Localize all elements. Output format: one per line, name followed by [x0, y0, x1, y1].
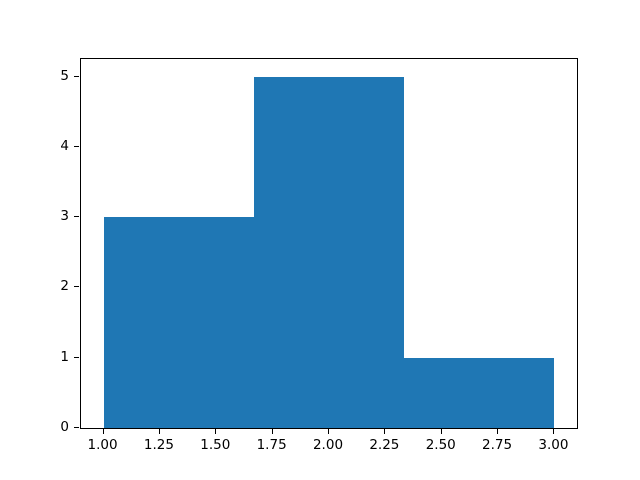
x-axis-tick-label: 2.25 — [369, 437, 400, 453]
x-axis-tick-label: 3.00 — [538, 437, 569, 453]
x-axis-tick-label: 2.00 — [312, 437, 344, 453]
histogram-bar — [253, 76, 405, 428]
x-axis-tick-label: 2.75 — [482, 437, 513, 453]
y-axis-tick — [74, 75, 79, 77]
x-axis-tick — [328, 429, 329, 434]
x-axis-tick-label: 1.00 — [87, 437, 118, 453]
x-axis-tick — [215, 429, 217, 434]
y-axis-tick-label: 5 — [60, 67, 69, 84]
x-axis-tick-label: 1.25 — [143, 437, 174, 453]
x-axis-tick — [384, 429, 386, 434]
y-axis-tick — [74, 427, 79, 428]
x-axis-tick — [440, 429, 442, 434]
x-axis-tick-label: 2.50 — [425, 437, 456, 453]
x-axis-tick — [158, 429, 160, 434]
x-axis-tick — [497, 429, 499, 434]
histogram-bar — [103, 217, 254, 428]
y-axis-tick — [74, 286, 79, 288]
y-axis-tick-label: 3 — [60, 208, 69, 225]
histogram-bar — [404, 357, 555, 428]
y-axis-tick — [74, 216, 79, 218]
x-axis-tick-label: 1.50 — [200, 437, 231, 453]
x-axis-tick — [271, 429, 273, 434]
x-axis-tick — [553, 429, 555, 434]
y-axis-tick-label: 2 — [60, 278, 69, 295]
y-axis-tick-label: 0 — [60, 419, 69, 435]
y-axis-tick — [74, 356, 79, 358]
y-axis-tick-label: 1 — [60, 348, 69, 365]
y-axis-tick — [74, 145, 79, 147]
x-axis-tick-label: 1.75 — [256, 437, 287, 453]
y-axis-tick-label: 4 — [60, 137, 69, 154]
x-axis-tick — [102, 429, 104, 434]
plot-area — [80, 58, 578, 429]
